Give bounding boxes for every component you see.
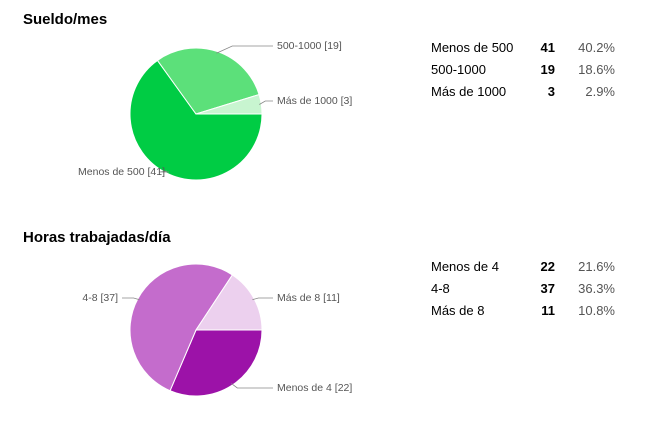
callout-line: [159, 170, 169, 173]
pie-callout-label: Menos de 4 [22]: [277, 382, 352, 394]
chart-title: Sueldo/mes: [23, 11, 108, 28]
callout-line: [259, 100, 273, 105]
stats-percent: 2.9%: [585, 83, 615, 99]
stats-row: Más de 1000 3 2.9%: [431, 80, 615, 102]
callout-line: [252, 297, 273, 301]
pie-slice-500-1000: [156, 47, 260, 115]
chart-title: Horas trabajadas/día: [23, 229, 171, 246]
stats-count: 3: [547, 83, 555, 99]
stats-percent: 21.6%: [578, 258, 615, 274]
callout-line: [122, 297, 140, 301]
pie-chart-horas: Menos de 4 [22] 4-8 [37] Más de 8 [11]: [82, 263, 352, 397]
stats-row: 4-8 37 36.3%: [431, 277, 615, 299]
pie-slice-mas-de-8: [195, 274, 263, 331]
stats-count: 19: [540, 61, 555, 77]
pie-slice-4-8: [129, 263, 234, 392]
stats-row: Menos de 500 41 40.2%: [431, 36, 615, 58]
stats-category: Menos de 4: [431, 258, 499, 274]
sueldo-section: Sueldo/mes Menos de 500 [41] 500-1000 [19…: [23, 11, 615, 181]
pie-slice-mas-de-1000: [195, 93, 263, 115]
stats-table-sueldo: Menos de 500 41 40.2% 500-1000 19 18.6% …: [431, 36, 615, 102]
stats-row: 500-1000 19 18.6%: [431, 58, 615, 80]
stats-row: Más de 8 11 10.8%: [431, 299, 615, 321]
stats-table-horas: Menos de 4 22 21.6% 4-8 37 36.3% Más de …: [431, 255, 615, 321]
pie-slice-menos-de-500: [129, 59, 263, 181]
stats-row: Menos de 4 22 21.6%: [431, 255, 615, 277]
horas-section: Horas trabajadas/día Menos de 4 [22] 4-8 …: [0, 215, 646, 427]
stats-percent: 36.3%: [578, 280, 615, 296]
stats-category: Menos de 500: [431, 39, 514, 55]
pie-callout-label: Más de 1000 [3]: [277, 95, 352, 107]
stats-count: 37: [540, 280, 555, 296]
stats-percent: 18.6%: [578, 61, 615, 77]
stats-category: 4-8: [431, 280, 450, 296]
pie-slice-menos-de-4: [169, 329, 263, 397]
callout-line: [216, 45, 273, 54]
callout-line: [231, 383, 273, 389]
stats-percent: 10.8%: [578, 302, 615, 318]
stats-category: Más de 8: [431, 302, 485, 318]
stats-count: 22: [540, 258, 555, 274]
stats-count: 11: [541, 302, 555, 318]
pie-callout-label: Menos de 500 [41]: [78, 166, 165, 178]
pie-callout-label: 500-1000 [19]: [277, 40, 342, 52]
pie-callout-label: 4-8 [37]: [82, 292, 118, 304]
pie-chart-sueldo: Menos de 500 [41] 500-1000 [19] Más de 100…: [78, 40, 352, 181]
stats-category: 500-1000: [431, 61, 486, 77]
stats-percent: 40.2%: [578, 39, 615, 55]
stats-category: Más de 1000: [431, 83, 507, 99]
stats-count: 41: [540, 39, 555, 55]
pie-callout-label: Más de 8 [11]: [277, 292, 340, 304]
